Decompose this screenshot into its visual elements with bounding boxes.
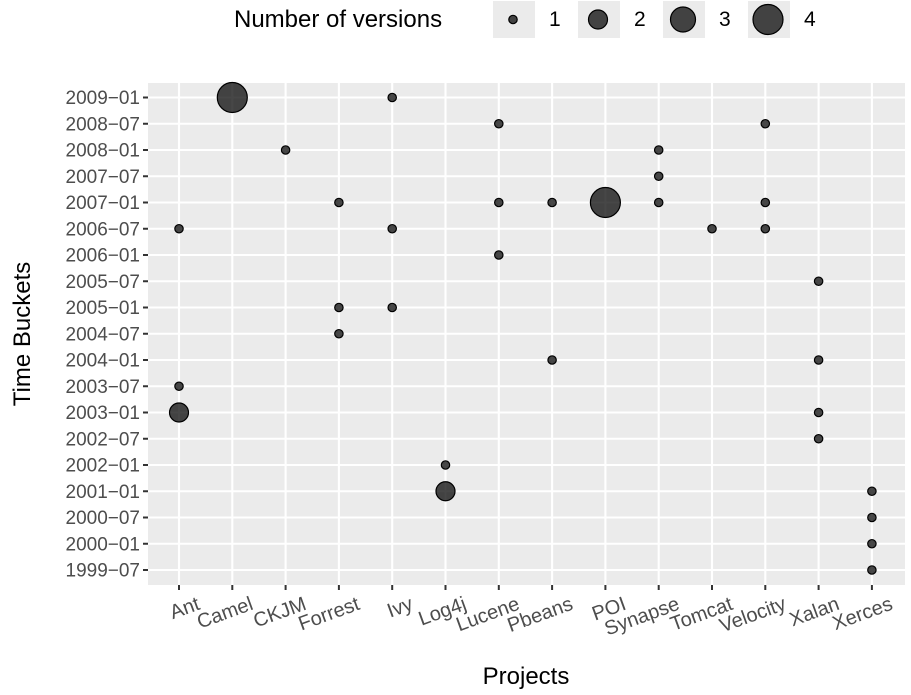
y-tick-label: 2004−07 (66, 324, 141, 345)
legend-key-symbol (508, 14, 518, 25)
data-point (216, 81, 248, 114)
data-point (387, 92, 397, 103)
data-point (387, 223, 397, 234)
legend-label: 2 (634, 8, 646, 31)
data-point (867, 538, 877, 549)
data-point (760, 197, 771, 208)
data-point (493, 197, 504, 208)
data-point (547, 197, 557, 208)
y-tick-label: 2000−01 (66, 534, 141, 555)
y-tick-label: 2005−01 (66, 298, 141, 319)
data-points (168, 81, 877, 575)
y-tick-label: 2008−07 (66, 114, 141, 135)
y-axis-title: Time Buckets (9, 262, 36, 406)
data-point (589, 186, 622, 219)
data-point (813, 407, 824, 418)
y-tick-label: 2009−01 (66, 88, 141, 109)
data-point (653, 145, 664, 155)
data-point (493, 118, 504, 129)
legend-title: Number of versions (234, 6, 442, 33)
data-point (760, 223, 771, 234)
data-point (653, 197, 664, 208)
y-tick-label: 2001−01 (66, 482, 141, 503)
data-point (280, 145, 291, 155)
y-axis: 1999−07 2000−01 2000−07 2001−01 2002−01 2002−… (66, 88, 148, 582)
data-point (334, 302, 344, 313)
y-tick-label: 2000−07 (66, 508, 141, 529)
data-point (760, 118, 771, 129)
y-tick-label: 2007−01 (66, 193, 141, 214)
data-point (813, 276, 824, 287)
legend: Number of versions 1 2 3 4 (234, 1, 816, 38)
y-tick-label: 2004−01 (66, 351, 141, 372)
data-point (867, 565, 877, 575)
y-tick-label: 2007−07 (66, 167, 141, 188)
legend-key-symbol (669, 6, 697, 33)
data-point (168, 402, 190, 423)
legend-label: 4 (804, 8, 816, 31)
legend-label: 3 (719, 8, 731, 31)
x-tick-label: Camel (194, 593, 256, 633)
data-point (653, 171, 664, 182)
data-point (547, 355, 557, 365)
y-tick-label: 2003−01 (66, 403, 141, 424)
legend-label: 1 (549, 8, 561, 31)
y-tick-label: 2003−07 (66, 377, 141, 398)
data-point (334, 328, 344, 339)
x-axis-title: Projects (483, 663, 570, 690)
data-point (707, 223, 717, 234)
data-point (174, 381, 184, 392)
y-tick-label: 2006−07 (66, 219, 141, 240)
legend-key-symbol (752, 3, 784, 36)
x-tick-label: Xerces (830, 593, 896, 635)
data-point (440, 460, 451, 470)
y-tick-label: 2006−01 (66, 246, 141, 267)
y-tick-label: 2005−07 (66, 272, 141, 293)
data-point (867, 486, 877, 497)
data-point (334, 197, 344, 208)
data-point (174, 223, 184, 234)
x-tick-label: Forrest (296, 593, 363, 635)
gridlines (148, 83, 905, 585)
data-point (387, 302, 397, 313)
data-point (867, 512, 877, 523)
data-point (813, 433, 824, 444)
data-point (435, 481, 456, 502)
data-point (813, 355, 824, 365)
y-tick-label: 2002−01 (66, 456, 141, 477)
y-tick-label: 1999−07 (66, 561, 141, 582)
data-point (493, 250, 504, 260)
y-tick-label: 2002−07 (66, 429, 141, 450)
legend-key-symbol (587, 9, 609, 30)
x-tick-label: Ivy (384, 593, 416, 622)
y-tick-label: 2008−01 (66, 141, 141, 162)
